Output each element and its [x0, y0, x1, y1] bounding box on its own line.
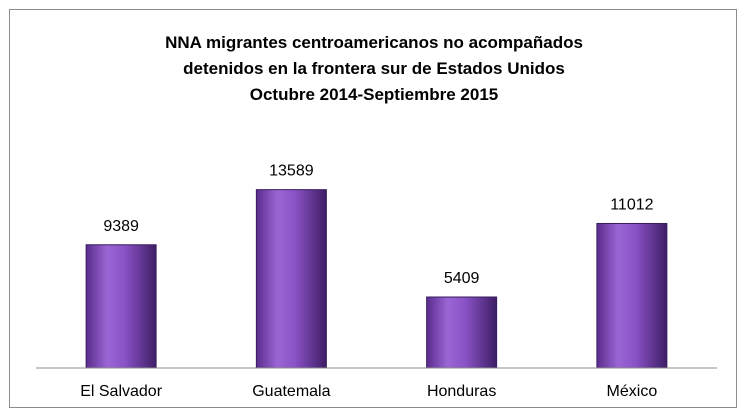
bar-méxico: [596, 222, 668, 369]
bar-honduras: [426, 296, 498, 369]
chart-title-line-2: detenidos en la frontera sur de Estados …: [183, 59, 565, 78]
bar-guatemala: [255, 189, 327, 369]
category-label: México: [607, 383, 658, 400]
chart-title: NNA migrantes centroamericanos no acompa…: [0, 30, 748, 108]
category-label: Guatemala: [252, 383, 330, 400]
chart-title-line-3: Octubre 2014-Septiembre 2015: [249, 85, 499, 104]
chart-title-line-1: NNA migrantes centroamericanos no acompa…: [165, 33, 583, 52]
value-labels-group: 9389 13589 5409 11012: [103, 163, 653, 287]
value-label: 9389: [103, 218, 139, 235]
value-label: 5409: [444, 270, 480, 287]
category-label: El Salvador: [80, 383, 162, 400]
value-label: 11012: [610, 196, 653, 213]
category-label: Honduras: [427, 383, 496, 400]
bars-group: [85, 189, 668, 369]
bar-el-salvador: [85, 244, 157, 369]
value-label: 13589: [269, 163, 314, 180]
category-labels-group: El Salvador Guatemala Honduras México: [80, 383, 657, 400]
